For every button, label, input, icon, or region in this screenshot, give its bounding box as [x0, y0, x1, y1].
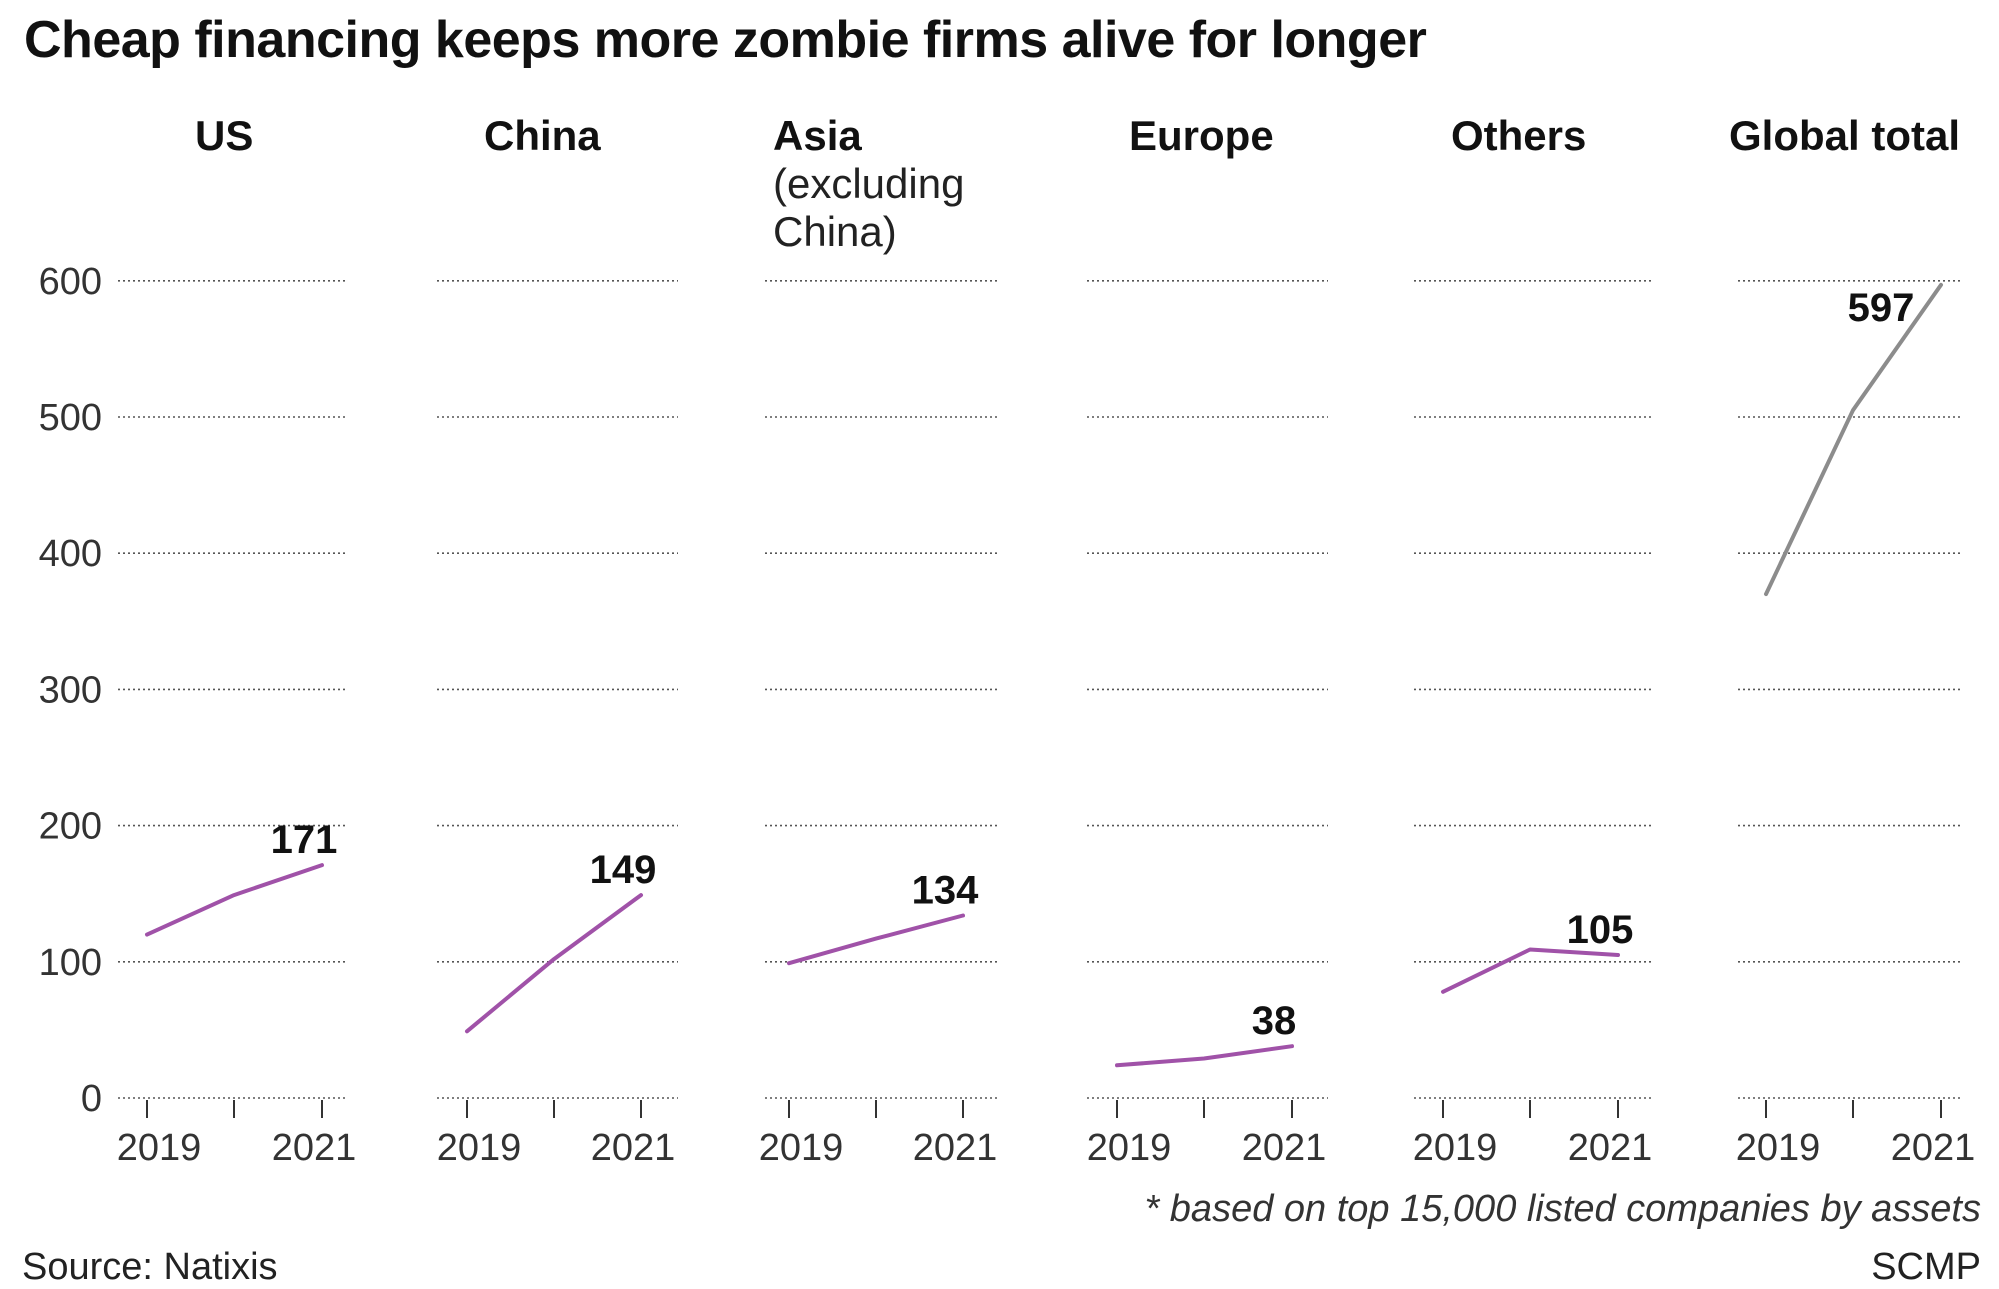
panel-title-main: Global total	[1729, 112, 1960, 159]
x-tick-label: 2021	[913, 1127, 998, 1169]
x-tick-label: 2021	[1891, 1127, 1976, 1169]
x-tick-label: 2021	[1568, 1127, 1653, 1169]
x-tick-label: 2019	[1736, 1127, 1821, 1169]
data-label: 597	[1848, 286, 1915, 330]
panel: 2019 2021 171	[117, 279, 357, 1169]
x-tick-label: 2019	[759, 1127, 844, 1169]
y-tick-label: 500	[39, 397, 102, 439]
x-tick-label: 2021	[591, 1127, 676, 1169]
footnote: * based on top 15,000 listed companies b…	[1144, 1188, 1981, 1230]
series-line	[1764, 282, 1943, 597]
y-axis-labels: 0 100 200 300 400 500 600	[39, 261, 102, 1120]
x-tick-label: 2021	[1242, 1127, 1327, 1169]
panel-title: China	[484, 112, 601, 160]
panel-title-main: Europe	[1129, 112, 1274, 159]
panel-title: Europe	[1129, 112, 1274, 160]
panel-title-main: Asia	[773, 112, 862, 159]
panel: 2019 2021 149	[437, 279, 678, 1169]
panel-title: Others	[1451, 112, 1586, 160]
x-tick-label: 2019	[1087, 1127, 1172, 1169]
panel-title-sub: China)	[773, 208, 897, 255]
y-tick-label: 100	[39, 942, 102, 984]
source-note: Source: Natixis	[22, 1246, 278, 1288]
panel: 2019 2021 105	[1413, 279, 1653, 1169]
data-label: 134	[912, 868, 979, 912]
panel-title-main: China	[484, 112, 601, 159]
panel-title-main: Others	[1451, 112, 1587, 159]
x-tick-label: 2019	[1413, 1127, 1498, 1169]
y-tick-label: 400	[39, 533, 102, 575]
panel-title: Global total	[1729, 112, 1960, 160]
panel: 2019 2021 134	[759, 279, 998, 1169]
y-tick-label: 0	[81, 1078, 102, 1120]
panel-title-main: US	[195, 112, 254, 159]
y-tick-label: 600	[39, 261, 102, 303]
x-tick-label: 2019	[437, 1127, 522, 1169]
series-line	[145, 863, 324, 937]
panels: 2019 2021 171 2019 2021 149 2019 2021 134 2019 202…	[117, 279, 1976, 1169]
series-line	[787, 913, 965, 966]
data-label: 105	[1567, 908, 1634, 952]
series-line	[465, 893, 643, 1034]
data-label: 149	[590, 848, 657, 892]
data-label: 171	[271, 818, 338, 862]
x-tick-label: 2019	[117, 1127, 202, 1169]
panel: 2019 2021 38	[1087, 279, 1328, 1169]
panel: 2019 2021 597	[1736, 279, 1976, 1169]
panel-title-sub: (excluding	[773, 160, 965, 207]
series-line	[1441, 947, 1620, 994]
y-tick-label: 200	[39, 806, 102, 848]
series-line	[1115, 1044, 1294, 1068]
panel-title: US	[195, 112, 253, 160]
panel-title: Asia (excluding China)	[773, 112, 964, 256]
y-tick-label: 300	[39, 669, 102, 711]
chart-title: Cheap financing keeps more zombie firms …	[24, 11, 1427, 69]
data-label: 38	[1252, 999, 1297, 1043]
x-tick-label: 2021	[272, 1127, 357, 1169]
credit-label: SCMP	[1871, 1246, 1981, 1288]
